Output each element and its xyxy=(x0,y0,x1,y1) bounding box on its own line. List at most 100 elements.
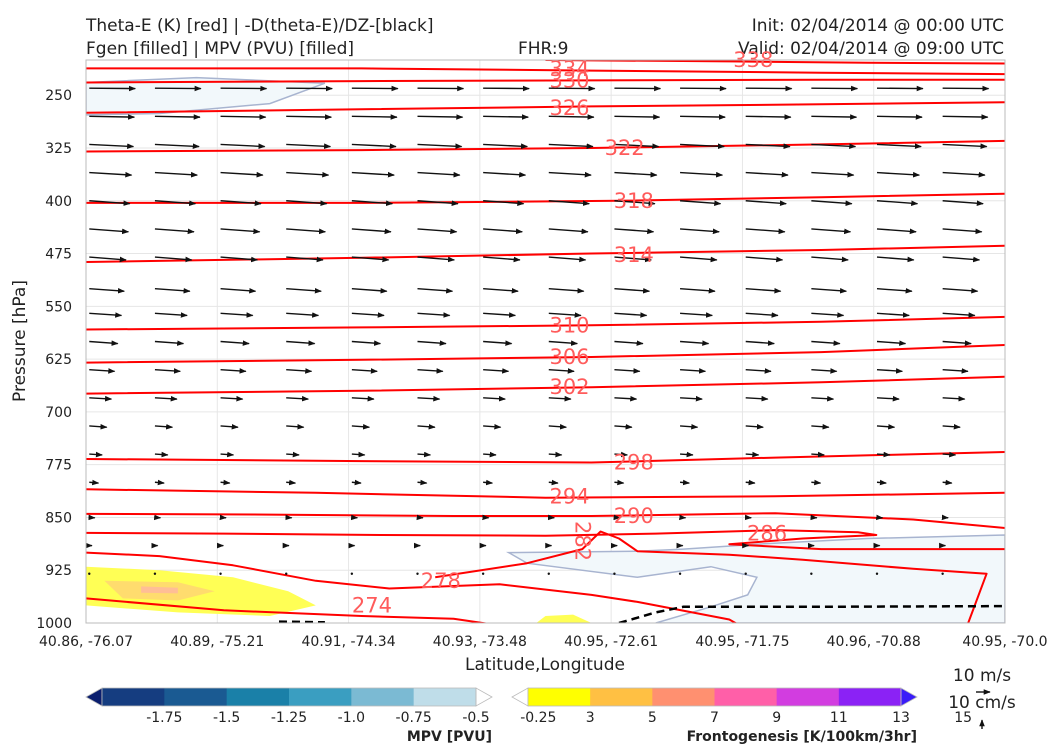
frontogenesis-colorbar-title: Frontogenesis [K/100km/3hr] xyxy=(687,729,917,745)
wind-vector xyxy=(876,228,917,235)
mpv-region xyxy=(505,534,1005,623)
wind-vector xyxy=(220,200,262,206)
frontogenesis-colorbar-tick: 11 xyxy=(830,710,848,726)
wind-key-vertical: 10 cm/s xyxy=(948,693,1016,713)
wind-vector xyxy=(942,200,984,206)
wind-vector xyxy=(680,287,716,294)
contour-label-302: 302 xyxy=(549,375,589,399)
wind-vector xyxy=(220,256,259,263)
wind-vector xyxy=(548,200,590,206)
wind-key-horizontal: 10 m/s xyxy=(953,666,1011,686)
wind-vector xyxy=(89,200,131,206)
wind-vector xyxy=(483,423,502,430)
frontogenesis-colorbar-tick: 7 xyxy=(710,710,719,726)
wind-vector xyxy=(154,312,188,318)
wind-vector xyxy=(680,143,725,150)
mpv-colorbar-extend-low xyxy=(85,687,103,707)
wind-vector xyxy=(680,228,720,235)
wind-vector xyxy=(417,143,463,150)
wind-vector xyxy=(876,200,919,206)
fhr-label: FHR:9 xyxy=(518,39,568,59)
wind-vector xyxy=(876,312,910,318)
wind-vector xyxy=(286,340,316,346)
wind-vector xyxy=(942,256,981,263)
mpv-colorbar-swatch xyxy=(164,688,228,706)
wind-vector xyxy=(417,312,451,318)
wind-vector xyxy=(941,572,944,575)
wind-vector xyxy=(811,312,845,318)
wind-vector xyxy=(614,287,651,294)
wind-vector xyxy=(154,256,193,263)
wind-vector xyxy=(351,200,394,206)
theta-e-contour-326 xyxy=(86,101,1005,114)
wind-vector xyxy=(417,287,454,294)
contour-label-318: 318 xyxy=(614,189,654,213)
wind-vector xyxy=(548,143,594,150)
theta-e-contour-306 xyxy=(86,344,1005,364)
contour-label-314: 314 xyxy=(614,243,654,267)
x-tick-label: 40.95, -70.0 xyxy=(962,634,1047,650)
wind-vector xyxy=(89,423,108,430)
wind-vector xyxy=(811,143,857,150)
wind-vector xyxy=(154,451,169,458)
wind-vector xyxy=(548,479,559,486)
wind-vector xyxy=(876,479,887,486)
frontogenesis-colorbar-swatch xyxy=(714,688,778,706)
wind-vector xyxy=(942,114,989,120)
wind-vector xyxy=(745,479,756,486)
x-axis-ticks: 40.86, -76.07 40.89, -75.21 40.91, -74.34 4… xyxy=(39,634,1048,650)
frontogenesis-colorbar-extend-low xyxy=(511,687,529,707)
wind-vector xyxy=(942,451,957,458)
theta-e-contour-330 xyxy=(86,78,1005,84)
mpv-colorbar-tick: -1.5 xyxy=(213,710,240,726)
wind-vector xyxy=(876,114,923,120)
wind-vector xyxy=(351,312,385,318)
wind-vector xyxy=(548,171,592,178)
wind-vector xyxy=(417,423,436,430)
wind-vector xyxy=(89,228,130,235)
wind-vector xyxy=(154,114,201,120)
contour-label-298: 298 xyxy=(614,451,654,475)
theta-e-contour-298 xyxy=(86,451,1005,464)
mpv-colorbar-title: MPV [PVU] xyxy=(407,729,492,745)
mpv-colorbar-tick: -1.25 xyxy=(271,710,307,726)
wind-vector xyxy=(220,143,266,150)
wind-vector xyxy=(811,451,825,458)
theta-e-contour-338 xyxy=(545,60,1005,65)
wind-vector xyxy=(811,423,830,430)
theta-e-contour-274 xyxy=(86,597,490,623)
wind-vector xyxy=(483,287,519,294)
wind-vector xyxy=(351,451,366,458)
frontogenesis-colorbar-swatch xyxy=(838,688,902,706)
wind-vector xyxy=(417,171,461,178)
y-tick-label: 250 xyxy=(45,88,72,104)
title-line-1: Theta-E (K) [red] | -D(theta-E)/DZ-[blac… xyxy=(85,16,434,36)
wind-vector xyxy=(614,228,655,235)
wind-vector xyxy=(876,256,915,263)
wind-vector xyxy=(154,423,174,430)
wind-vector xyxy=(483,368,510,374)
wind-vector xyxy=(285,572,288,575)
mpv-colorbar-tick: -1.0 xyxy=(338,710,365,726)
theta-e-contour-290 xyxy=(86,512,1005,529)
wind-vector xyxy=(614,423,633,430)
wind-vector xyxy=(548,287,585,294)
wind-vector xyxy=(942,171,986,178)
theta-e-contour-314 xyxy=(86,244,1005,263)
frontogenesis-colorbar-outline xyxy=(527,687,902,707)
wind-vector xyxy=(614,171,658,178)
wind-vector xyxy=(219,572,222,575)
wind-vector xyxy=(483,340,513,346)
wind-vector xyxy=(745,340,775,346)
contour-label-330: 330 xyxy=(549,68,589,92)
mpv-colorbar-outline xyxy=(101,687,477,707)
wind-vector xyxy=(548,256,587,263)
wind-vector xyxy=(351,287,388,294)
frontogenesis-colorbar-extend-high xyxy=(900,687,918,707)
wind-vector xyxy=(89,395,113,402)
contour-label-274: 274 xyxy=(352,593,392,617)
wind-vector xyxy=(942,143,988,150)
wind-vector xyxy=(613,572,616,575)
y-tick-label: 475 xyxy=(45,247,72,263)
wind-vector xyxy=(680,368,707,374)
